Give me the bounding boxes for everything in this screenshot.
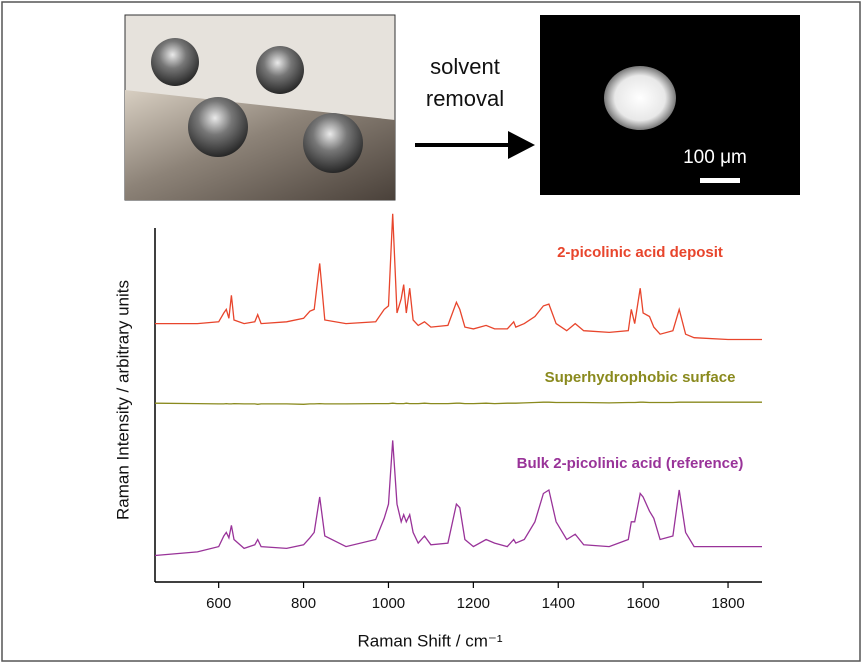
x-tick-label: 1000 — [372, 595, 405, 612]
series-label: Superhydrophobic surface — [545, 369, 736, 386]
deposit-micrograph — [540, 15, 800, 195]
series-line — [155, 213, 762, 341]
scale-label: 100 μm — [683, 147, 747, 168]
arrow-label: solvent — [430, 54, 500, 79]
x-tick-label: 1800 — [711, 595, 744, 612]
droplet-photo — [124, 14, 396, 201]
x-tick-label: 600 — [206, 595, 231, 612]
series-label: 2-picolinic acid deposit — [557, 244, 723, 261]
x-tick-label: 1400 — [542, 595, 575, 612]
series-line — [154, 440, 762, 557]
x-tick-label: 1600 — [626, 595, 659, 612]
series-line — [154, 401, 762, 405]
plot: 600 800 1000 1200 1400 1600 1800 2-picolinic ac… — [154, 213, 762, 612]
y-axis-label: Raman Intensity / arbitrary units — [113, 280, 132, 520]
series-label: Bulk 2-picolinic acid (reference) — [517, 455, 744, 472]
arrow-head — [508, 131, 535, 159]
x-axis-label: Raman Shift / cm⁻¹ — [357, 631, 502, 650]
x-tick-label: 1200 — [457, 595, 490, 612]
arrow-label: removal — [426, 86, 504, 111]
x-tick-label: 800 — [291, 595, 316, 612]
